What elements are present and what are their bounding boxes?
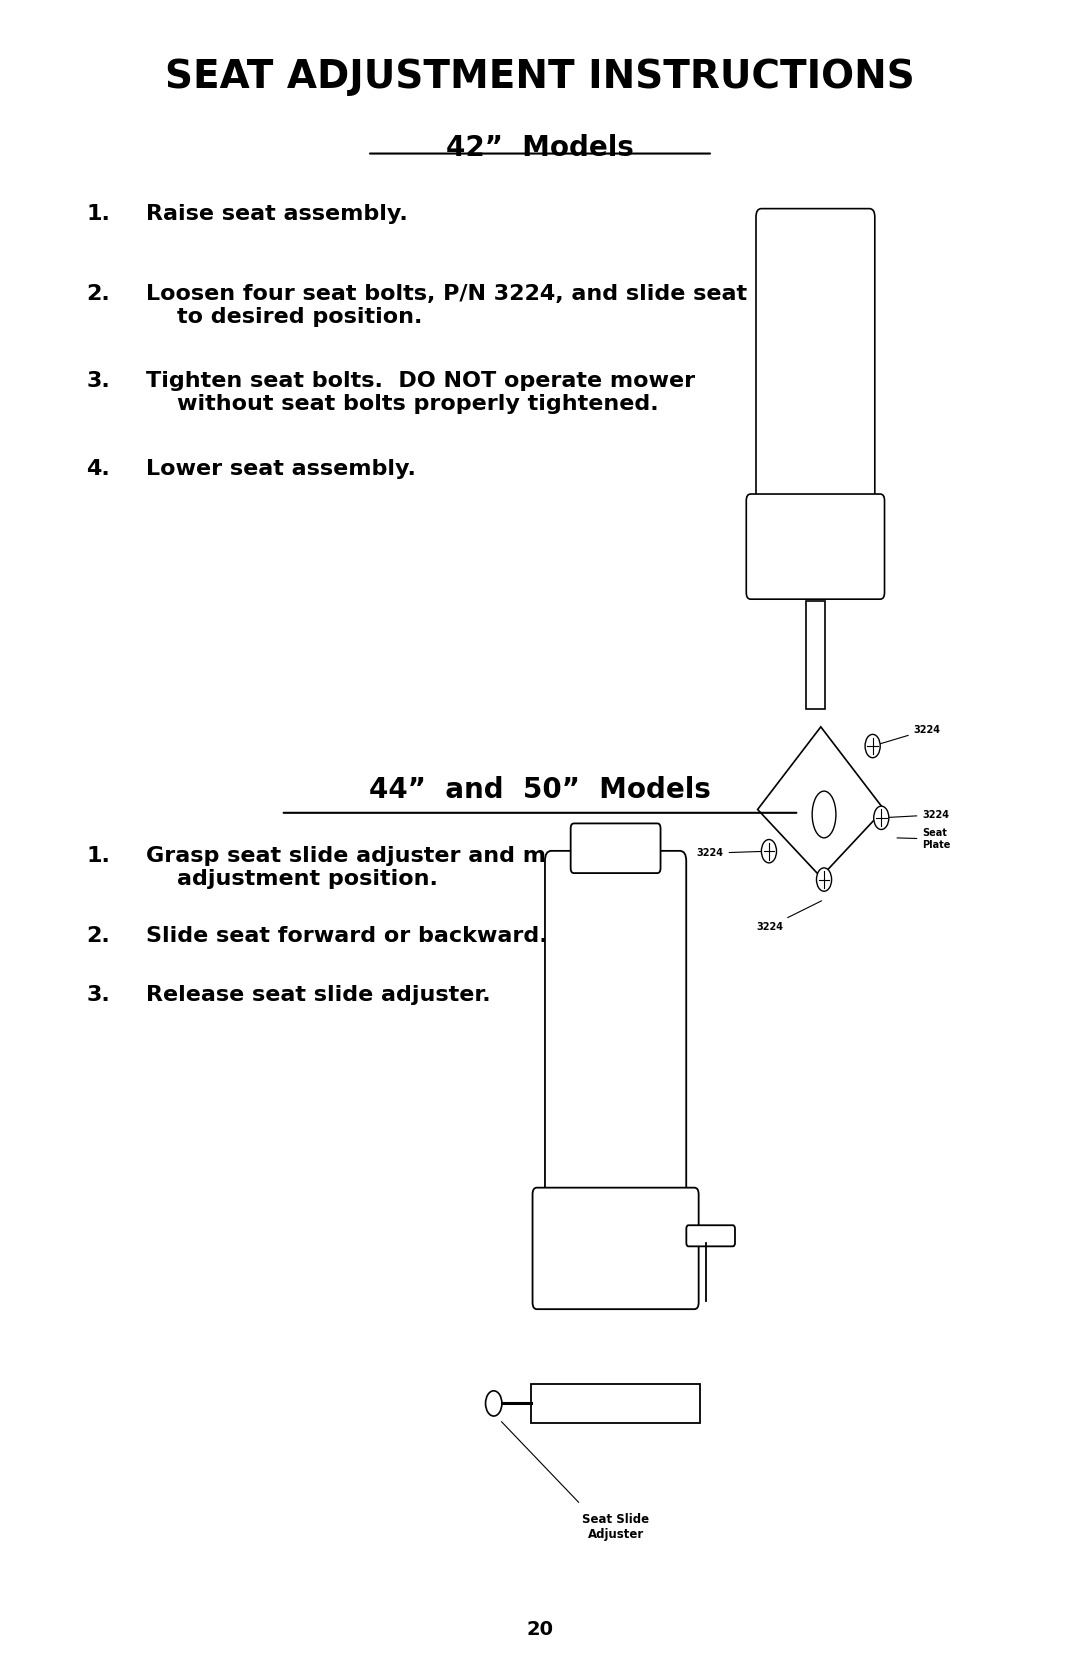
Text: Slide seat forward or backward.: Slide seat forward or backward. [146, 926, 548, 946]
Circle shape [486, 1390, 502, 1415]
Text: 2.: 2. [86, 284, 110, 304]
Text: 4.: 4. [86, 459, 110, 479]
Text: 42”  Models: 42” Models [446, 134, 634, 162]
FancyBboxPatch shape [746, 494, 885, 599]
Text: 3224: 3224 [756, 901, 822, 931]
Text: Grasp seat slide adjuster and move it into
    adjustment position.: Grasp seat slide adjuster and move it in… [146, 846, 674, 890]
Text: Release seat slide adjuster.: Release seat slide adjuster. [146, 985, 490, 1005]
Text: Seat Slide
Adjuster: Seat Slide Adjuster [582, 1514, 649, 1542]
Text: 3224: 3224 [697, 848, 766, 858]
Text: Raise seat assembly.: Raise seat assembly. [146, 204, 407, 224]
Text: 3224: 3224 [875, 724, 941, 746]
Text: 3.: 3. [86, 985, 110, 1005]
Text: Loosen four seat bolts, P/N 3224, and slide seat
    to desired position.: Loosen four seat bolts, P/N 3224, and sl… [146, 284, 747, 327]
Text: Tighten seat bolts.  DO NOT operate mower
    without seat bolts properly tighte: Tighten seat bolts. DO NOT operate mower… [146, 371, 694, 414]
Bar [806, 601, 825, 709]
Ellipse shape [812, 791, 836, 838]
Text: 1.: 1. [86, 846, 110, 866]
Text: 3.: 3. [86, 371, 110, 391]
Text: 1.: 1. [86, 204, 110, 224]
Circle shape [865, 734, 880, 758]
Text: 20: 20 [527, 1621, 554, 1639]
FancyBboxPatch shape [756, 209, 875, 559]
Text: 44”  and  50”  Models: 44” and 50” Models [369, 776, 711, 804]
Polygon shape [758, 728, 883, 878]
FancyBboxPatch shape [687, 1225, 735, 1247]
Text: SEAT ADJUSTMENT INSTRUCTIONS: SEAT ADJUSTMENT INSTRUCTIONS [165, 58, 915, 97]
Text: 2.: 2. [86, 926, 110, 946]
Text: Seat
Plate: Seat Plate [897, 828, 950, 850]
Text: Lower seat assembly.: Lower seat assembly. [146, 459, 416, 479]
Bar [531, 1384, 700, 1424]
FancyBboxPatch shape [532, 1188, 699, 1308]
FancyBboxPatch shape [545, 851, 686, 1267]
Circle shape [874, 806, 889, 829]
Circle shape [761, 840, 777, 863]
Text: 3224: 3224 [885, 809, 949, 819]
Circle shape [816, 868, 832, 891]
FancyBboxPatch shape [570, 823, 661, 873]
